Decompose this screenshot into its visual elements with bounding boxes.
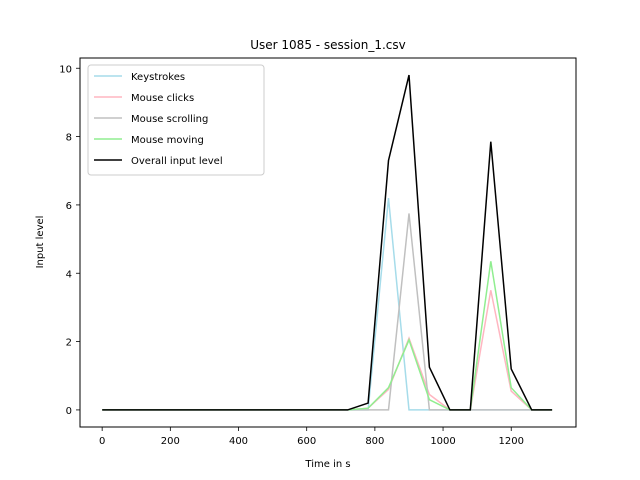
y-tick-label: 0 bbox=[66, 406, 72, 417]
legend-label: Mouse clicks bbox=[131, 93, 194, 104]
x-axis-label: Time in s bbox=[304, 459, 350, 470]
x-tick-label: 800 bbox=[365, 436, 384, 447]
plot-lines bbox=[102, 74, 553, 411]
x-tick-label: 200 bbox=[161, 436, 180, 447]
x-tick-label: 1000 bbox=[430, 436, 455, 447]
series-line-3 bbox=[102, 213, 553, 411]
y-tick-label: 10 bbox=[59, 64, 72, 75]
y-tick-label: 4 bbox=[66, 269, 72, 280]
y-tick-label: 8 bbox=[66, 133, 72, 144]
legend-label: Keystrokes bbox=[131, 72, 185, 83]
x-tick-label: 0 bbox=[99, 436, 105, 447]
legend-label: Mouse moving bbox=[131, 135, 204, 146]
legend-box bbox=[87, 64, 265, 176]
y-axis-ticks: 0 2 4 6 8 10 bbox=[59, 64, 80, 417]
axes-frame bbox=[79, 57, 577, 428]
y-axis-label: Input level bbox=[35, 216, 46, 269]
series-line-5 bbox=[102, 74, 553, 411]
legend-label: Mouse scrolling bbox=[131, 114, 208, 125]
y-tick-label: 6 bbox=[66, 201, 72, 212]
y-tick-label: 2 bbox=[66, 338, 72, 349]
x-tick-label: 400 bbox=[229, 436, 248, 447]
x-tick-label: 1200 bbox=[499, 436, 524, 447]
x-axis-ticks: 0 200 400 600 800 1000 1200 bbox=[99, 427, 524, 447]
x-tick-label: 600 bbox=[297, 436, 316, 447]
legend: Keystrokes Mouse clicks Mouse scrolling Mou… bbox=[87, 64, 265, 176]
series-line-4 bbox=[102, 261, 553, 411]
chart-title: User 1085 - session_1.csv bbox=[250, 38, 405, 52]
legend-label: Overall input level bbox=[131, 156, 223, 167]
